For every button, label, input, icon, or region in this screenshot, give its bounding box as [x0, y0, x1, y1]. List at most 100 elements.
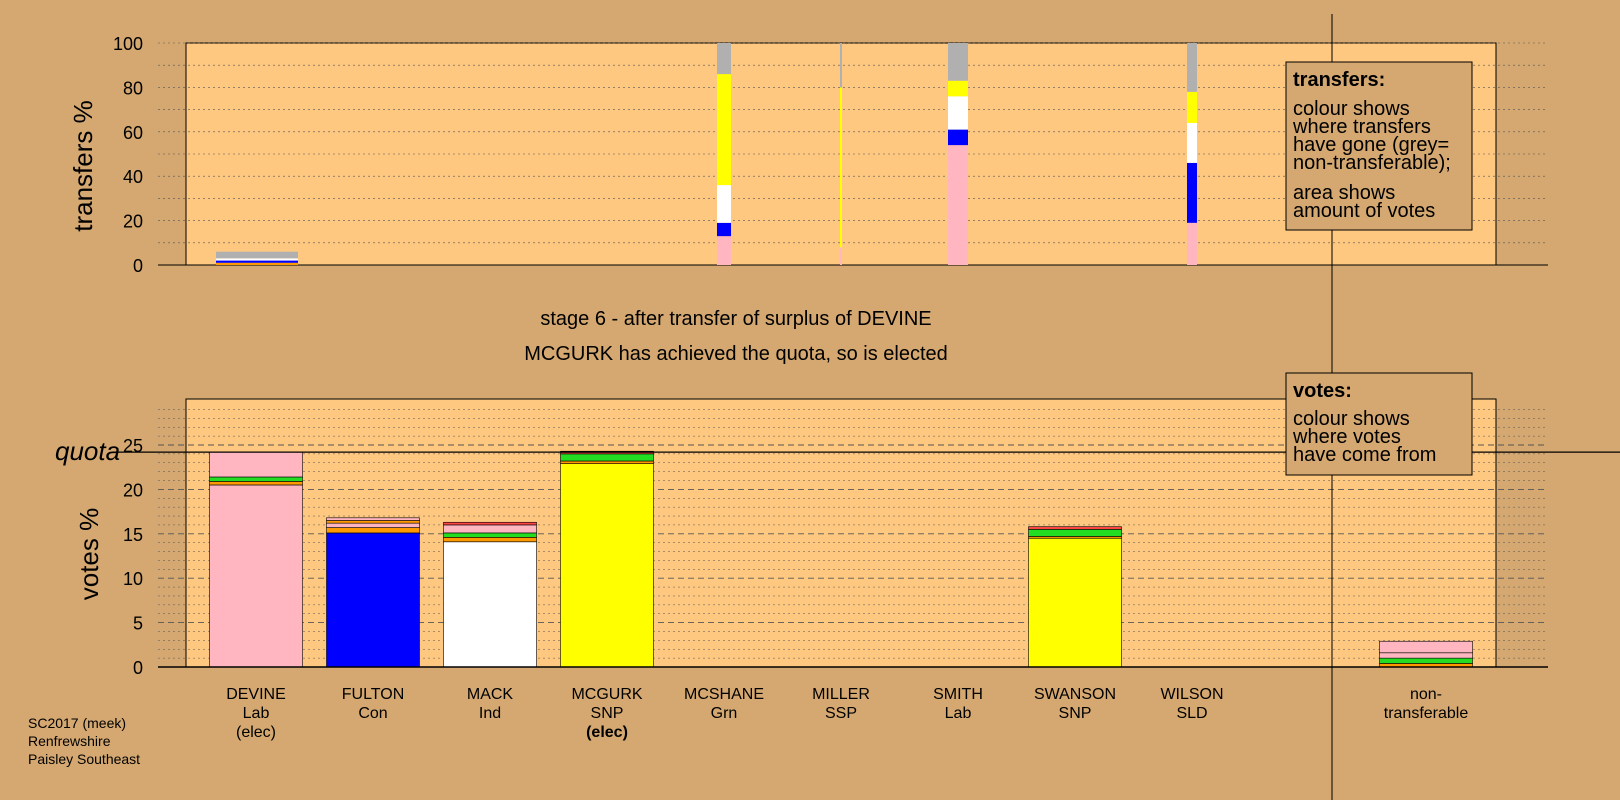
transfer-segment	[948, 145, 968, 265]
candidate-label: MCSHANE	[684, 686, 764, 703]
candidate-label: Ind	[479, 705, 501, 722]
transfers-y-ticks: 0 20 40 60 80 100	[113, 34, 143, 276]
votes-legend-title: votes:	[1293, 380, 1352, 402]
vote-segment	[1028, 529, 1122, 537]
vote-segment	[443, 532, 537, 538]
footer-line: Renfrewshire	[28, 733, 111, 749]
candidate-label: Lab	[945, 705, 972, 722]
vote-segment	[560, 460, 654, 464]
candidate-label: SNP	[1059, 705, 1092, 722]
transfer-segment	[948, 43, 968, 81]
vote-segment	[1379, 657, 1473, 664]
transfer-segment	[717, 236, 731, 265]
vote-segment	[326, 527, 420, 534]
vote-segment	[209, 481, 303, 486]
transfer-segment	[717, 74, 731, 186]
candidate-label: FULTON	[342, 686, 405, 703]
elected-note: (elec)	[236, 724, 276, 741]
transfer-segment	[216, 262, 298, 265]
candidate-label: SMITH	[933, 686, 983, 703]
vote-segment	[326, 517, 420, 521]
transfer-segment	[840, 247, 842, 265]
candidate-label: SLD	[1176, 705, 1207, 722]
vote-segment	[326, 520, 420, 524]
vote-segment	[326, 532, 420, 668]
candidate-label: SSP	[825, 705, 857, 722]
candidate-label: Grn	[711, 705, 738, 722]
candidate-labels: DEVINE Lab (elec) FULTON Con MACK Ind MCGURK SNP…	[226, 686, 1468, 741]
transfer-segment	[1187, 43, 1197, 92]
footer-line: Paisley Southeast	[28, 751, 140, 767]
vote-segment	[443, 524, 537, 534]
y-tick-label: 15	[123, 525, 143, 545]
transfer-segment	[216, 258, 298, 261]
vote-segment	[443, 537, 537, 543]
transfers-gridlines	[158, 42, 1548, 266]
votes-y-axis-title: votes %	[74, 508, 104, 601]
votes-y-ticks: 0 5 10 15 20 25	[123, 436, 143, 678]
transfer-segment	[1187, 222, 1197, 265]
candidate-label: transferable	[1384, 705, 1469, 722]
transfers-legend-line: area shows	[1293, 182, 1395, 204]
votes-bars	[209, 450, 1473, 668]
transfer-segment	[216, 251, 298, 259]
y-tick-label: 10	[123, 569, 143, 589]
votes-legend-box: votes: colour shows where votes have com…	[1285, 372, 1473, 476]
transfers-legend-line: non-transferable);	[1293, 152, 1451, 174]
transfer-segment	[717, 222, 731, 237]
votes-legend-line: have come from	[1293, 444, 1436, 466]
candidate-label: non-	[1410, 686, 1442, 703]
y-tick-label: 20	[123, 480, 143, 500]
transfer-segment	[948, 96, 968, 130]
transfer-segment	[1187, 91, 1197, 123]
vote-segment	[1379, 652, 1473, 659]
vote-segment	[560, 463, 654, 668]
y-tick-label: 80	[123, 78, 143, 98]
transfer-segment	[840, 87, 842, 248]
elected-note: (elec)	[586, 724, 628, 741]
candidate-label: Lab	[243, 705, 270, 722]
vote-segment	[209, 484, 303, 668]
y-tick-label: 100	[113, 34, 143, 54]
vote-segment	[443, 541, 537, 668]
y-tick-label: 20	[123, 212, 143, 232]
transfer-segment	[717, 185, 731, 223]
transfers-bars	[216, 43, 1197, 265]
vote-segment	[443, 521, 537, 526]
transfers-legend-line: amount of votes	[1293, 200, 1435, 222]
candidate-label: MACK	[467, 686, 514, 703]
candidate-label: MILLER	[812, 686, 870, 703]
footer-line: SC2017 (meek)	[28, 715, 126, 731]
transfer-segment	[1187, 162, 1197, 223]
transfers-y-axis-title: transfers %	[68, 100, 98, 232]
quota-label: quota	[55, 436, 120, 466]
y-tick-label: 25	[123, 436, 143, 456]
transfer-segment	[717, 43, 731, 75]
transfers-legend-box: transfers: colour shows where transfers …	[1285, 61, 1473, 231]
candidate-label: WILSON	[1160, 686, 1223, 703]
transfer-segment	[840, 43, 842, 88]
transfer-segment	[216, 260, 298, 263]
candidate-label: Con	[358, 705, 387, 722]
transfers-legend-title: transfers:	[1293, 69, 1385, 91]
y-tick-label: 60	[123, 123, 143, 143]
candidate-label: DEVINE	[226, 686, 286, 703]
vote-segment	[1028, 526, 1122, 530]
vote-segment	[1379, 640, 1473, 654]
vote-segment	[326, 522, 420, 528]
candidate-label: SNP	[591, 705, 624, 722]
y-tick-label: 5	[133, 614, 143, 634]
votes-legend-line: colour shows	[1293, 408, 1410, 430]
transfer-segment	[948, 129, 968, 146]
votes-legend-line: where votes	[1292, 426, 1401, 448]
transfers-legend-line: have gone (grey=	[1293, 134, 1449, 156]
candidate-label: SWANSON	[1034, 686, 1116, 703]
y-tick-label: 40	[123, 167, 143, 187]
y-tick-label: 0	[133, 658, 143, 678]
vote-segment	[560, 453, 654, 462]
transfers-legend-line: where transfers	[1292, 116, 1431, 138]
candidate-label: MCGURK	[571, 686, 642, 703]
vote-segment	[209, 451, 303, 478]
transfer-segment	[1187, 122, 1197, 163]
